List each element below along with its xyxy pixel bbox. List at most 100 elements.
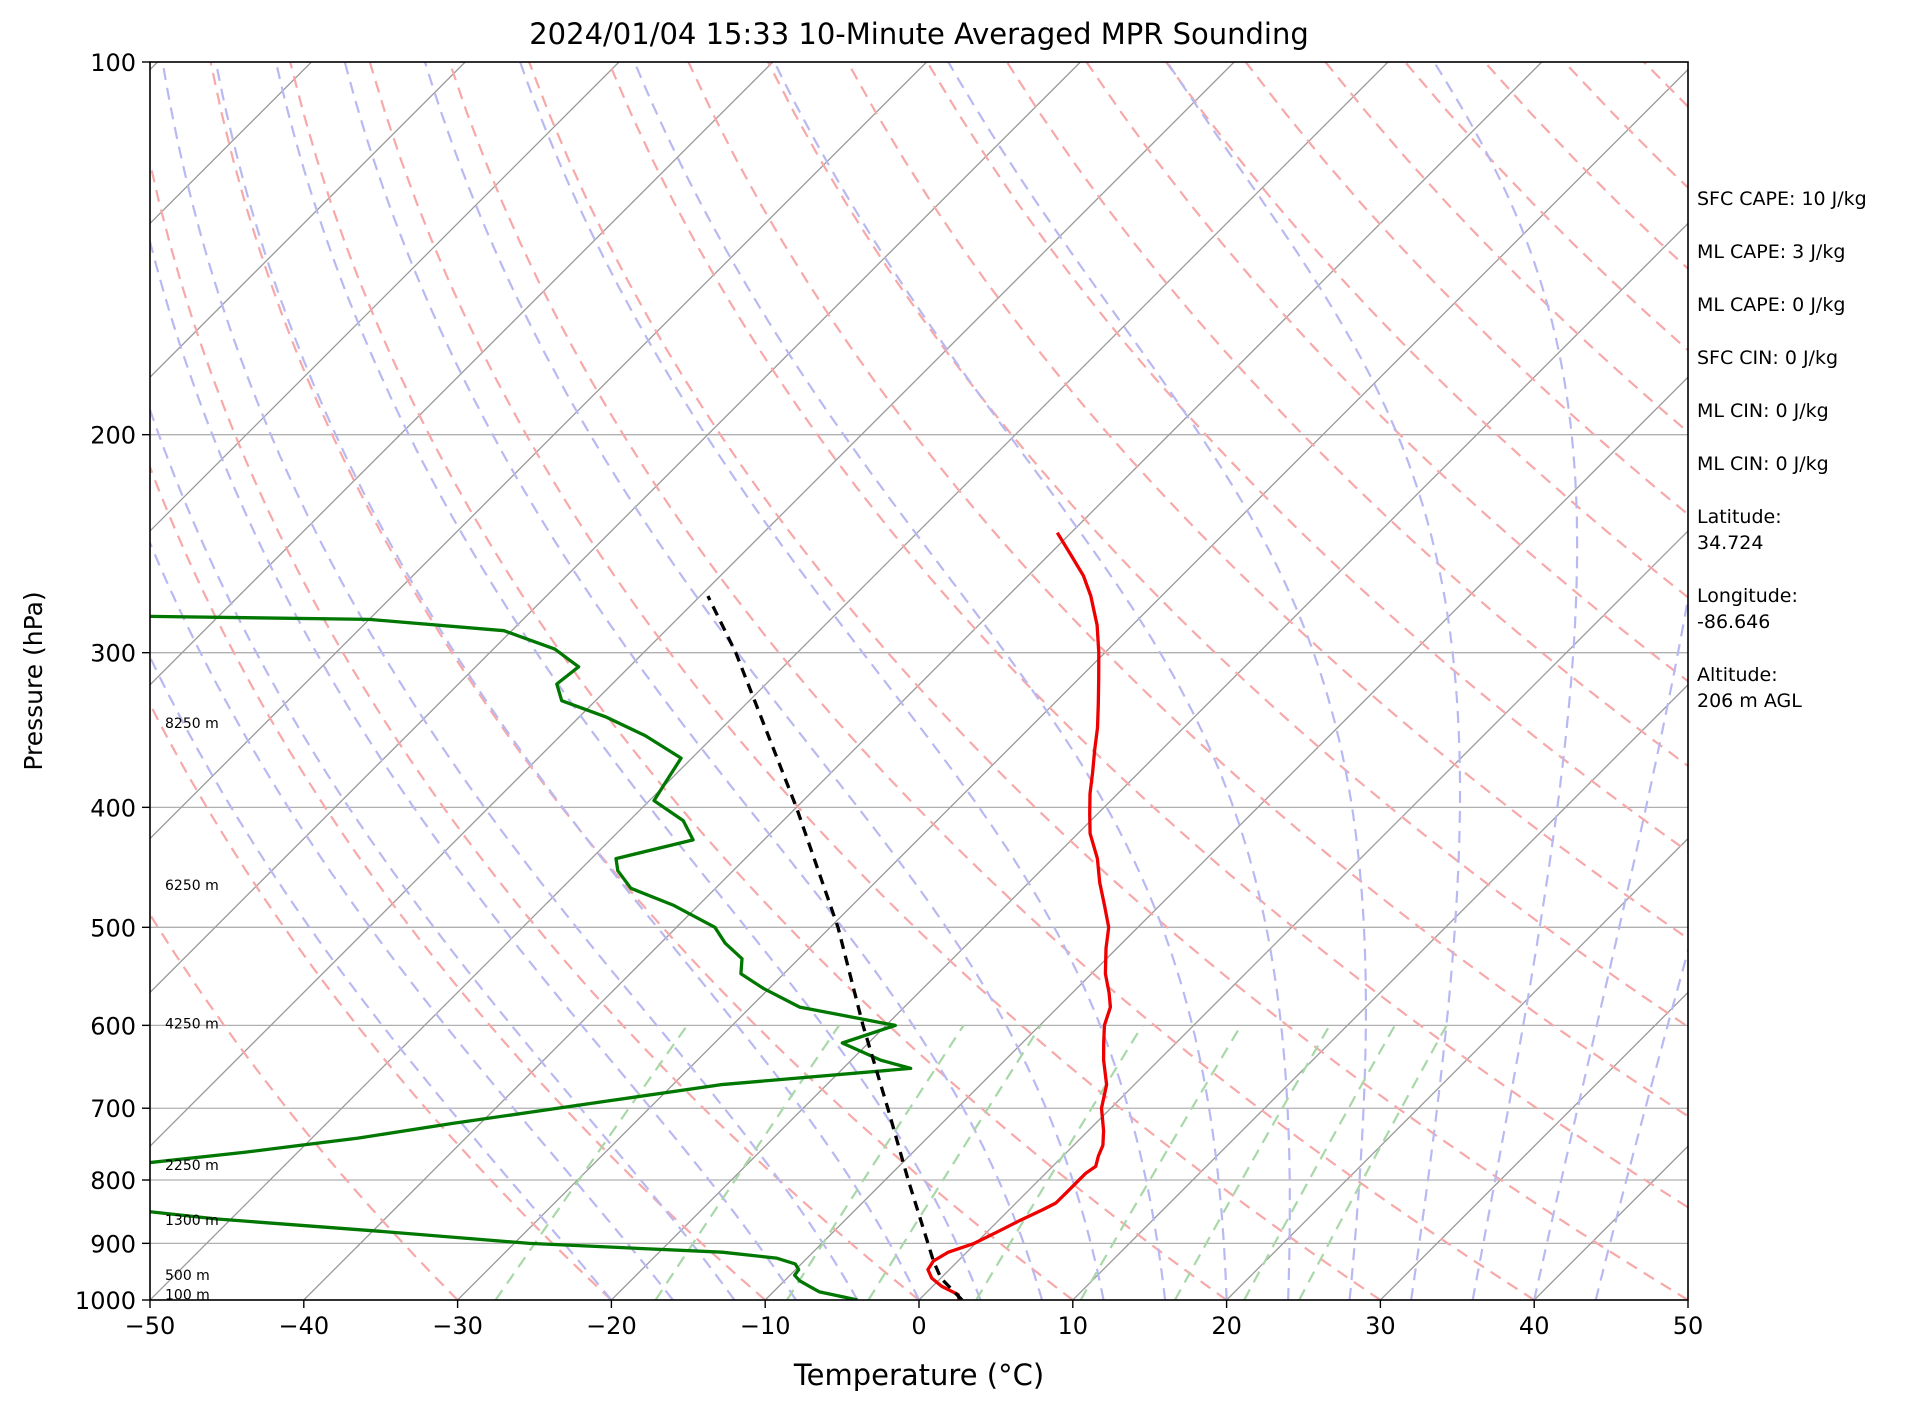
chart-title: 2024/01/04 15:33 10-Minute Averaged MPR … — [529, 17, 1309, 51]
y-tick-label: 900 — [90, 1230, 136, 1258]
dry-adiabat-line — [767, 62, 1688, 1029]
dry-adiabat-line — [209, 62, 1074, 1300]
plot-area: 100 m 500 m 1300 m 2250 m 4250 m 6250 m 8250 m — [0, 62, 1688, 1304]
dry-adiabat-line — [150, 912, 459, 1300]
x-tick-label: −30 — [432, 1312, 483, 1340]
isotherm-line — [764, 376, 1688, 1300]
dry-adiabat-line — [150, 701, 613, 1300]
height-label: 8250 m — [165, 716, 219, 732]
x-tick-label: 10 — [1058, 1312, 1089, 1340]
moist-adiabat-line — [150, 406, 736, 1300]
x-tick-label: −40 — [278, 1312, 329, 1340]
y-tick-label: 100 — [90, 49, 136, 77]
temperature-profile — [926, 531, 1113, 1300]
moist-adiabat-line — [633, 62, 1228, 1300]
x-tick-label: −10 — [740, 1312, 791, 1340]
isotherm-line — [918, 530, 1688, 1300]
longitude-value: -86.646 — [1697, 611, 1771, 633]
ml-cin-text: ML CIN: 0 J/kg — [1697, 400, 1829, 422]
y-tick-label: 600 — [90, 1012, 136, 1040]
dewpoint-profile — [150, 614, 913, 1300]
y-tick-label: 800 — [90, 1167, 136, 1195]
sfc-cape-text: SFC CAPE: 10 J/kg — [1697, 188, 1867, 210]
isotherm-line — [1226, 837, 1688, 1300]
x-tick-label: 40 — [1519, 1312, 1550, 1340]
altitude-label: Altitude: — [1697, 664, 1778, 686]
y-tick-label: 1000 — [75, 1287, 136, 1315]
isotherm-line — [1379, 991, 1688, 1300]
ml-cape-text: ML CAPE: 3 J/kg — [1697, 241, 1846, 263]
y-tick-label: 300 — [90, 640, 136, 668]
isotherm-line — [1072, 683, 1688, 1300]
moist-adiabat-line — [423, 62, 1105, 1300]
moist-adiabat-line — [1533, 592, 1688, 1300]
isotherm-line — [610, 222, 1688, 1300]
parcel-profile — [706, 595, 964, 1300]
isotherm-line — [150, 62, 466, 379]
moist-adiabat-line — [150, 237, 797, 1300]
isotherm-line — [150, 62, 1235, 1148]
isotherm-line — [150, 62, 1081, 994]
height-label: 1300 m — [165, 1213, 219, 1229]
ml-cin-text-2: ML CIN: 0 J/kg — [1697, 453, 1829, 475]
isotherm-line — [303, 62, 1543, 1300]
moist-adiabat-line — [773, 62, 1291, 1300]
height-label: 2250 m — [165, 1158, 219, 1174]
x-tick-label: 0 — [911, 1312, 926, 1340]
dry-adiabat-line — [150, 157, 920, 1300]
mixing-ratio-line — [1173, 1024, 1331, 1300]
moist-adiabat-line — [947, 62, 1367, 1300]
isotherm-line — [150, 62, 928, 840]
longitude-block: Longitude: -86.646 — [1697, 583, 1897, 635]
ml-cape-text-2: ML CAPE: 0 J/kg — [1697, 294, 1846, 316]
isotherm-line — [150, 62, 1389, 1300]
dry-adiabat-line — [1165, 62, 1688, 599]
mixing-ratio-line — [1298, 1024, 1448, 1300]
moist-adiabat-line — [1594, 946, 1688, 1300]
y-tick-label: 700 — [90, 1095, 136, 1123]
x-tick-label: −50 — [125, 1312, 176, 1340]
mixing-ratio-line — [1079, 1024, 1242, 1300]
x-tick-label: 50 — [1673, 1312, 1704, 1340]
dry-adiabat-line — [150, 464, 766, 1300]
isotherm-line — [457, 68, 1688, 1300]
moist-adiabat-line — [519, 62, 1167, 1300]
dry-adiabat-line — [607, 62, 1688, 1209]
dry-adiabat-line — [926, 62, 1688, 853]
height-label: 6250 m — [165, 878, 219, 894]
moist-adiabat-line — [1166, 62, 1462, 1300]
dry-adiabat-line — [1005, 62, 1688, 768]
moist-adiabat-line — [214, 62, 921, 1300]
x-tick-label: 30 — [1365, 1312, 1396, 1340]
x-tick-label: −20 — [586, 1312, 637, 1340]
mixing-ratio-line — [1243, 1024, 1396, 1300]
moist-adiabat-line — [1433, 62, 1579, 1300]
mixing-ratio-line — [654, 1024, 841, 1300]
y-tick-label: 400 — [90, 794, 136, 822]
latitude-value: 34.724 — [1697, 532, 1764, 554]
y-tick-label: 200 — [90, 422, 136, 450]
moist-adiabat-line — [274, 62, 982, 1300]
isotherm-line — [0, 62, 4, 1300]
height-label: 100 m — [165, 1288, 210, 1304]
isotherm-line — [150, 62, 620, 532]
sounding-parameters: SFC CAPE: 10 J/kg ML CAPE: 3 J/kg ML CAP… — [1697, 186, 1897, 741]
height-label: 500 m — [165, 1268, 210, 1284]
dry-adiabat-line — [528, 62, 1688, 1300]
height-label: 4250 m — [165, 1017, 219, 1033]
mixing-ratio-line — [867, 1024, 1042, 1300]
moist-adiabat-line — [161, 62, 859, 1300]
dry-adiabat-line — [1085, 62, 1688, 683]
altitude-block: Altitude: 206 m AGL — [1697, 662, 1897, 714]
longitude-label: Longitude: — [1697, 585, 1798, 607]
dry-adiabat-line — [289, 62, 1228, 1300]
latitude-label: Latitude: — [1697, 506, 1782, 528]
isotherm-line — [150, 62, 774, 686]
mixing-ratio-line — [786, 1024, 965, 1300]
moist-adiabat-line — [343, 62, 1044, 1300]
dry-adiabat-line — [687, 62, 1688, 1118]
x-axis-label: Temperature (°C) — [793, 1358, 1044, 1392]
moist-adiabat-line — [150, 540, 674, 1300]
mixing-ratio-line — [975, 1024, 1144, 1300]
